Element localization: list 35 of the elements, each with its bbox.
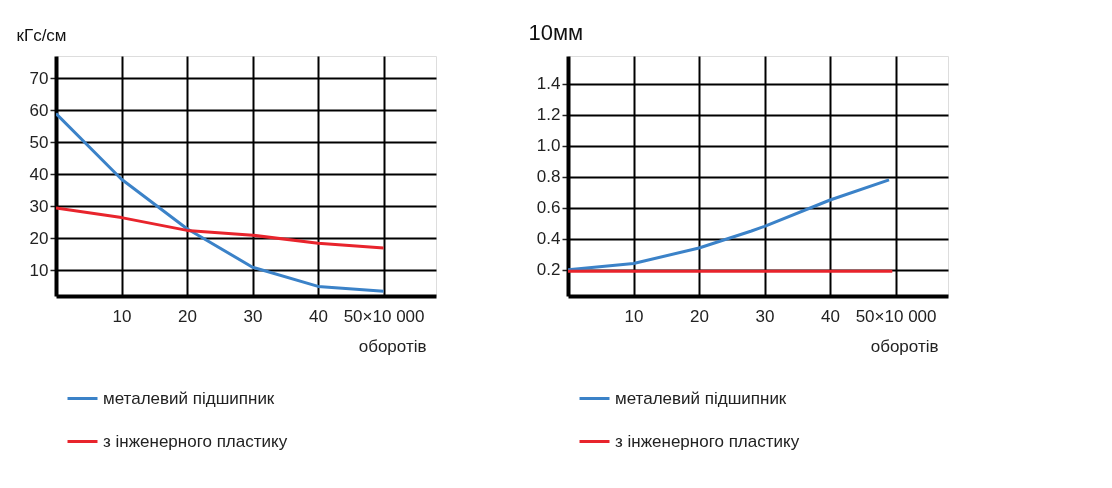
- y-tick-label: 0.2: [536, 260, 561, 280]
- y-tick-label: 1.4: [536, 74, 561, 94]
- x-tick-label: 40: [309, 306, 329, 326]
- y-tick-label: 40: [29, 164, 49, 184]
- y-tick-label: 20: [29, 228, 49, 248]
- y-tick-label: 0.4: [536, 229, 561, 249]
- legend-label: з інженерного пластику: [615, 431, 800, 451]
- x-tick-label: 30: [243, 306, 263, 326]
- x-tick-label: 20: [690, 306, 709, 326]
- line-series: [56, 112, 386, 293]
- x-tick-label: 50×10 000: [343, 306, 425, 326]
- line-series: [568, 178, 891, 272]
- y-tick-label: 60: [29, 100, 49, 120]
- y-axis-title: кГс/см: [16, 25, 67, 45]
- x-tick-label: 10: [112, 306, 132, 326]
- y-tick-label: 10: [29, 260, 49, 280]
- x-axis-title: оборотів: [870, 336, 939, 356]
- x-axis-title: оборотів: [358, 336, 427, 356]
- y-tick-label: 0.6: [536, 198, 561, 218]
- line-series: [56, 206, 386, 250]
- x-tick-label: 50×10 000: [855, 306, 937, 326]
- x-tick-label: 40: [821, 306, 841, 326]
- legend-label: металевий підшипник: [615, 388, 787, 408]
- x-tick-label: 30: [755, 306, 775, 326]
- y-axis-title: 10мм: [528, 19, 584, 45]
- y-tick-label: 0.8: [536, 167, 561, 187]
- x-tick-label: 20: [178, 306, 197, 326]
- y-tick-label: 1.0: [536, 136, 561, 156]
- x-tick-label: 10: [624, 306, 644, 326]
- y-tick-label: 50: [29, 132, 49, 152]
- y-tick-label: 1.2: [536, 105, 561, 125]
- y-tick-label: 30: [29, 196, 49, 216]
- legend-label: з інженерного пластику: [103, 431, 288, 451]
- legend-label: металевий підшипник: [103, 388, 275, 408]
- y-tick-label: 70: [29, 68, 49, 88]
